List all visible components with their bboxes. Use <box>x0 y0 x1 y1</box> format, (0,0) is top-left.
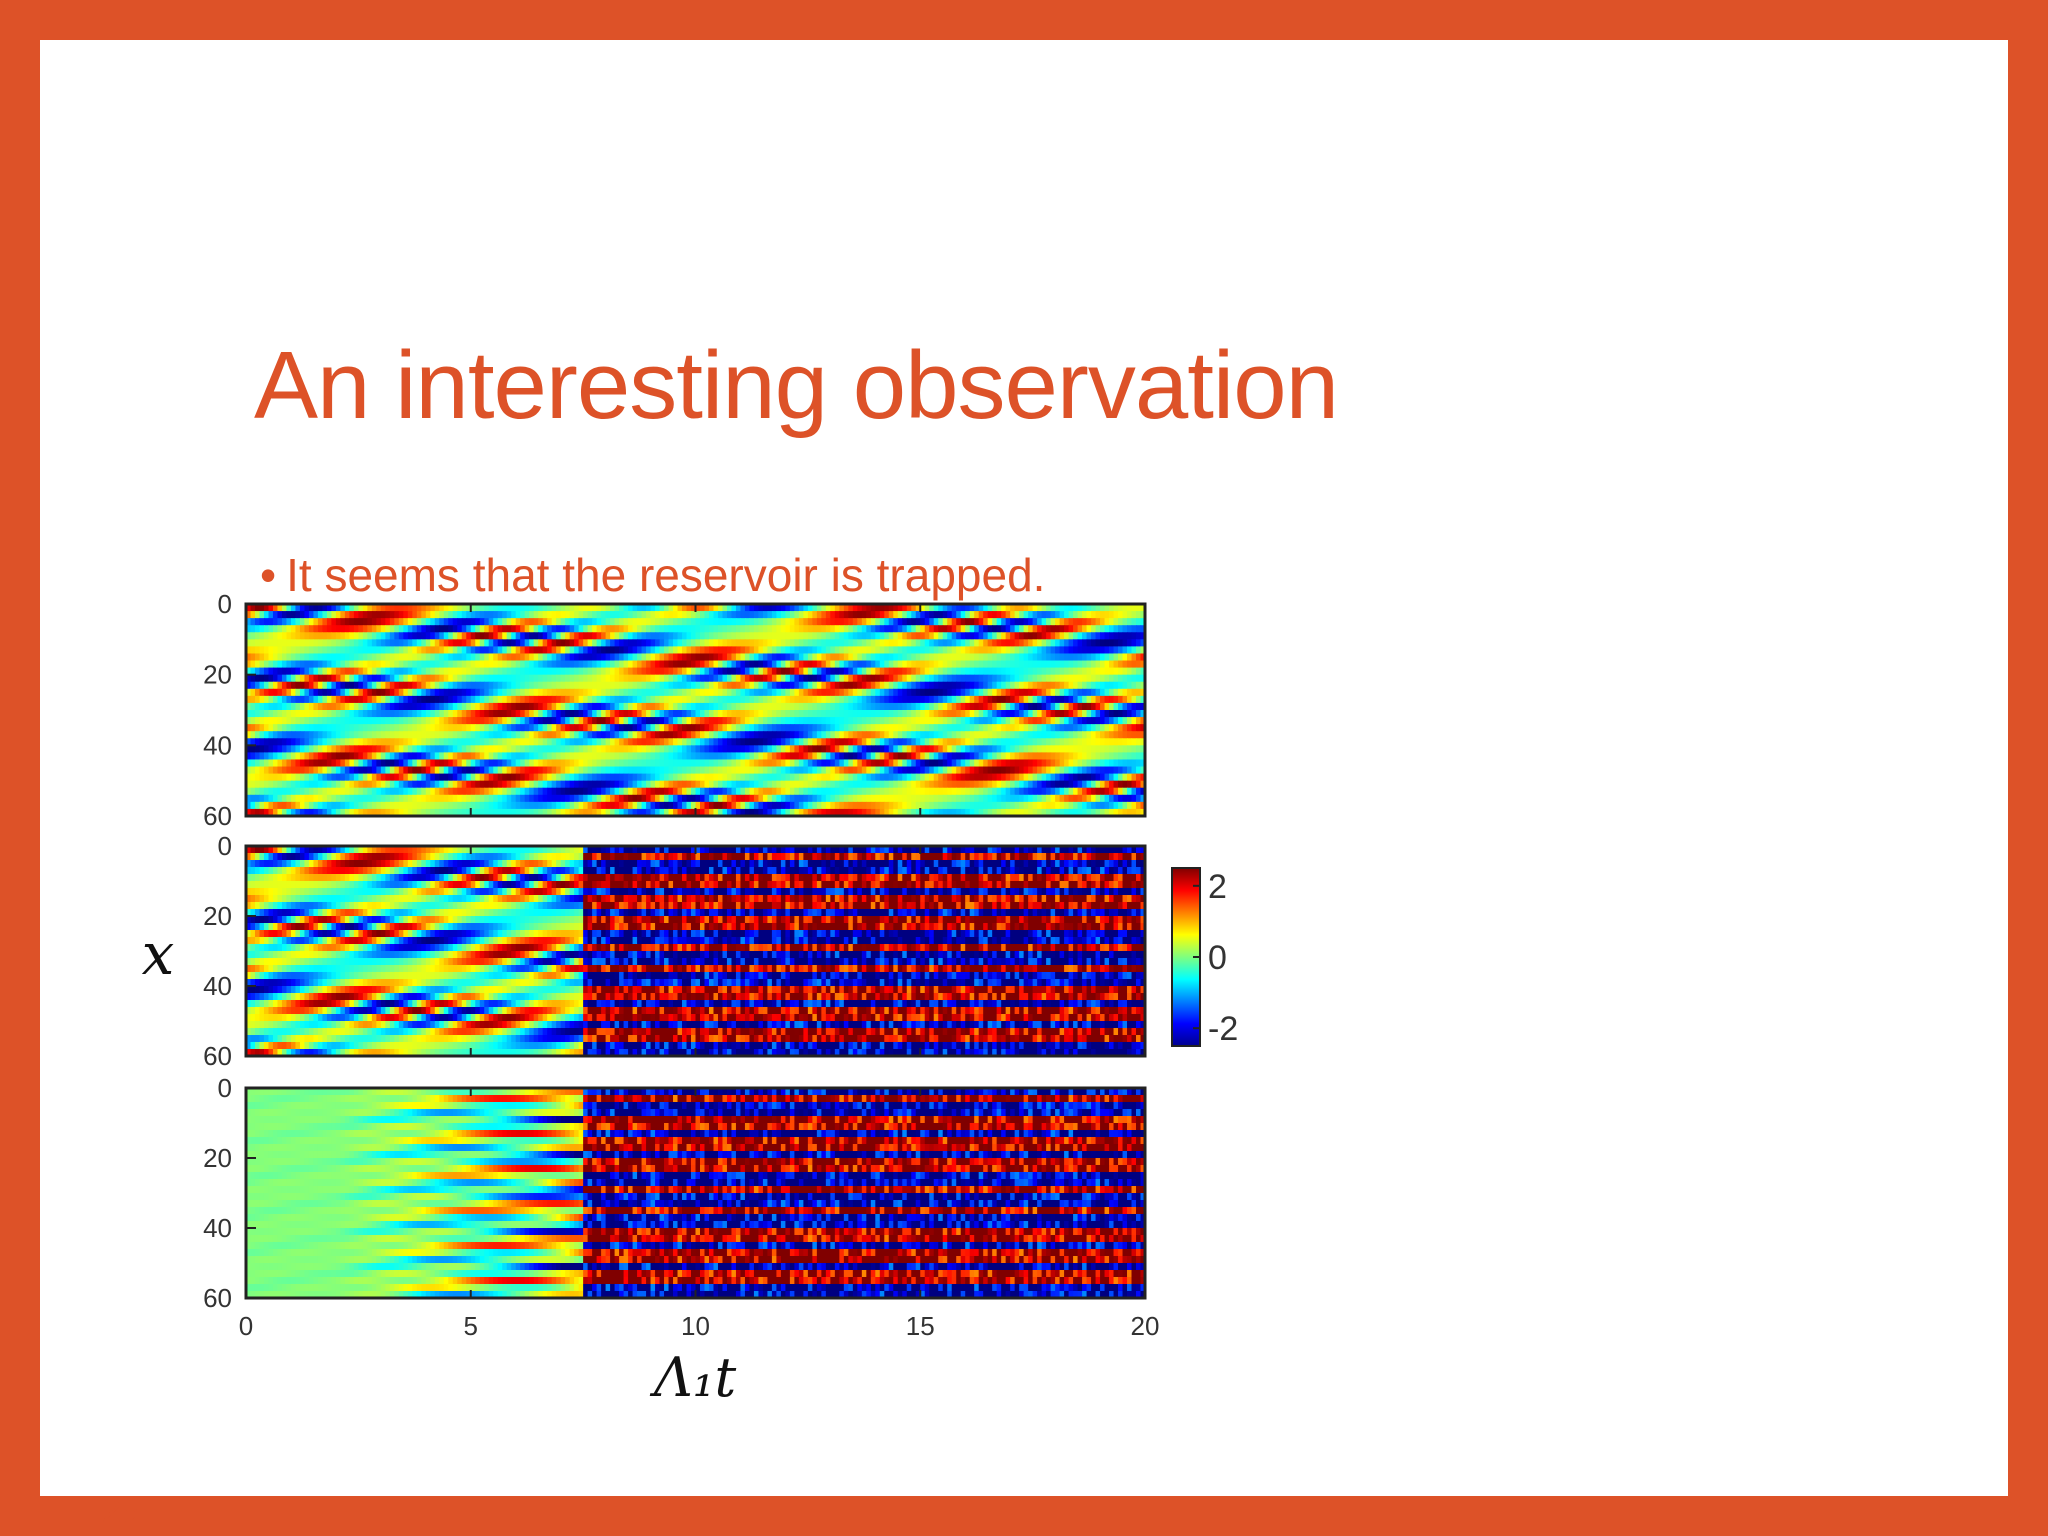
bullet-marker: • <box>260 549 277 601</box>
colorbar-tick-label-1: 0 <box>1208 939 1227 977</box>
y-tick-label-p1-0: 0 <box>218 589 232 619</box>
heatmap-panels <box>244 602 1147 1300</box>
x-tick-label-1: 5 <box>464 1311 478 1341</box>
y-tick-label-p3-3: 60 <box>203 1283 232 1313</box>
colorbar-tick-label-2: -2 <box>1208 1010 1238 1048</box>
x-tick-label-4: 20 <box>1131 1311 1160 1341</box>
heatmap-panel-3 <box>244 1086 1147 1300</box>
x-tick-label-0: 0 <box>239 1311 253 1341</box>
y-tick-label-p1-2: 40 <box>203 730 232 760</box>
heatmap-panel-1 <box>244 602 1147 818</box>
x-tick-label-2: 10 <box>681 1311 710 1341</box>
y-tick-label-p2-3: 60 <box>203 1041 232 1071</box>
y-axis-label: x <box>142 920 175 988</box>
x-tick-label-3: 15 <box>906 1311 935 1341</box>
colorbar-ticks: 2 0 -2 <box>1193 868 1238 1048</box>
slide-title: An interesting observation <box>254 332 1339 439</box>
y-tick-label-p2-1: 20 <box>203 901 232 931</box>
slide-number: 25 <box>102 1492 140 1530</box>
y-tick-label-p3-0: 0 <box>218 1073 232 1103</box>
colorbar-tick-label-0: 2 <box>1208 868 1227 906</box>
y-tick-label-p2-0: 0 <box>218 831 232 861</box>
y-tick-label-p2-2: 40 <box>203 971 232 1001</box>
y-tick-label-p1-3: 60 <box>203 801 232 831</box>
bullet-item: • It seems that the reservoir is trapped. <box>260 552 1045 598</box>
y-tick-label-p1-1: 20 <box>203 660 232 690</box>
heatmap-panel-2 <box>244 844 1147 1058</box>
x-axis-label: Λ₁t <box>649 1346 737 1409</box>
bullet-text: It seems that the reservoir is trapped. <box>286 549 1046 601</box>
y-tick-label-p3-1: 20 <box>203 1143 232 1173</box>
y-tick-label-p3-2: 40 <box>203 1213 232 1243</box>
